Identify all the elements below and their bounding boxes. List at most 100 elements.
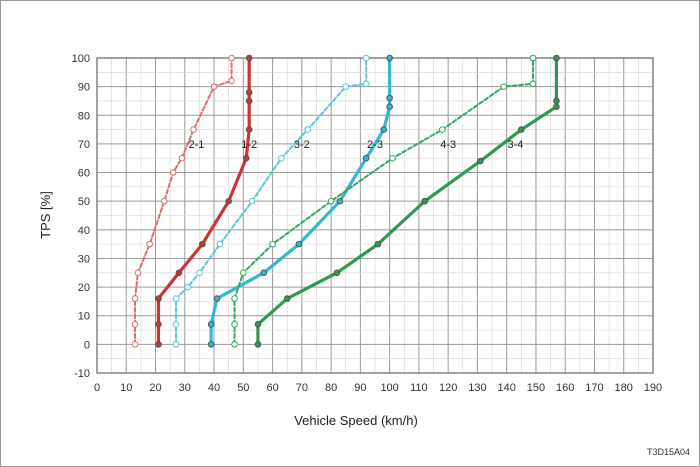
x-tick-label: 50 [237, 382, 249, 394]
data-point [362, 154, 370, 162]
data-point [304, 126, 311, 133]
y-tick-label: 40 [78, 225, 90, 237]
y-tick-label: 60 [78, 168, 90, 180]
data-point [231, 341, 238, 348]
data-point [210, 83, 218, 90]
y-tick-label: 90 [78, 82, 90, 94]
data-point [553, 97, 560, 105]
data-point [553, 54, 560, 62]
series-3-4 [254, 54, 560, 348]
x-tick-label: 100 [380, 382, 398, 394]
data-point [131, 341, 139, 348]
data-point [260, 269, 268, 277]
data-point [333, 269, 341, 277]
data-point [245, 89, 253, 96]
data-point [240, 269, 247, 277]
y-tick-label: 80 [78, 110, 90, 122]
curve-label: 3-2 [294, 139, 310, 151]
series-4-3 [231, 54, 537, 348]
curve-label: 4-3 [440, 139, 456, 151]
x-axis-title: Vehicle Speed (km/h) [294, 413, 418, 428]
x-tick-label: 170 [585, 382, 603, 394]
series-2-1 [131, 54, 235, 348]
data-point [283, 295, 291, 302]
data-point [362, 80, 370, 88]
y-tick-label: 50 [78, 196, 90, 208]
data-point [155, 321, 162, 328]
data-point [199, 240, 206, 248]
data-point [421, 197, 429, 205]
data-point [146, 240, 153, 248]
series-3-2 [172, 54, 370, 348]
data-point [386, 94, 393, 102]
data-point [269, 240, 276, 248]
data-point [278, 154, 285, 162]
data-point [327, 197, 335, 205]
figure-code: T3D15A04 [647, 447, 690, 457]
data-point [386, 54, 393, 62]
x-tick-label: 130 [468, 382, 486, 394]
data-point [386, 103, 393, 110]
data-point [196, 269, 203, 277]
x-tick-label: 140 [498, 382, 516, 394]
curve-labels: 2-1 1-2 3-2 2-3 4-3 3-4 [189, 139, 524, 151]
data-point [342, 83, 350, 90]
grid [96, 57, 654, 374]
x-tick-label: 20 [149, 382, 161, 394]
data-point [172, 295, 180, 302]
x-tick-label: 110 [410, 382, 428, 394]
data-point [380, 126, 388, 133]
x-tick-label: 60 [266, 382, 278, 394]
data-point [245, 126, 253, 133]
data-point [161, 197, 168, 205]
data-point [374, 240, 382, 248]
data-point [248, 197, 256, 205]
data-point [389, 154, 396, 162]
data-point [175, 269, 183, 277]
data-point [213, 295, 221, 302]
data-point [477, 157, 484, 165]
x-tick-label: 80 [325, 382, 337, 394]
x-tick-label: 0 [94, 382, 100, 394]
data-point [336, 197, 344, 205]
y-tick-label: 10 [78, 311, 90, 323]
data-point [131, 321, 139, 328]
data-point [155, 341, 162, 348]
data-point [242, 154, 250, 162]
x-tick-label: 190 [644, 382, 662, 394]
curve-label: 3-4 [508, 139, 524, 151]
data-point [207, 341, 215, 348]
data-point [362, 54, 370, 62]
x-tick-label: 40 [208, 382, 220, 394]
data-point [295, 240, 303, 248]
y-tick-label: 30 [78, 253, 90, 265]
data-point [254, 341, 262, 348]
y-tick-label: 20 [78, 282, 90, 294]
data-point [228, 77, 235, 85]
data-point [184, 283, 192, 291]
data-point [228, 54, 235, 62]
series-2-3 [207, 54, 393, 348]
x-tick-label: 150 [527, 382, 545, 394]
curve-label: 2-1 [189, 139, 205, 151]
data-point [529, 54, 537, 62]
curve-label: 1-2 [241, 139, 257, 151]
x-tick-label: 30 [179, 382, 191, 394]
y-tick-label: 70 [78, 139, 90, 151]
data-point [172, 341, 180, 348]
data-point [245, 97, 253, 105]
data-point [439, 126, 446, 133]
data-point [207, 321, 215, 328]
data-point [518, 126, 525, 133]
data-point [231, 295, 238, 302]
data-point [254, 321, 262, 328]
data-point [169, 169, 177, 176]
data-point [178, 154, 186, 162]
data-point [190, 126, 197, 133]
data-point [172, 321, 180, 328]
data-point [134, 269, 142, 277]
data-point [529, 80, 537, 88]
data-point [231, 321, 238, 328]
x-tick-label: 120 [439, 382, 457, 394]
y-tick-label: 0 [84, 339, 90, 351]
